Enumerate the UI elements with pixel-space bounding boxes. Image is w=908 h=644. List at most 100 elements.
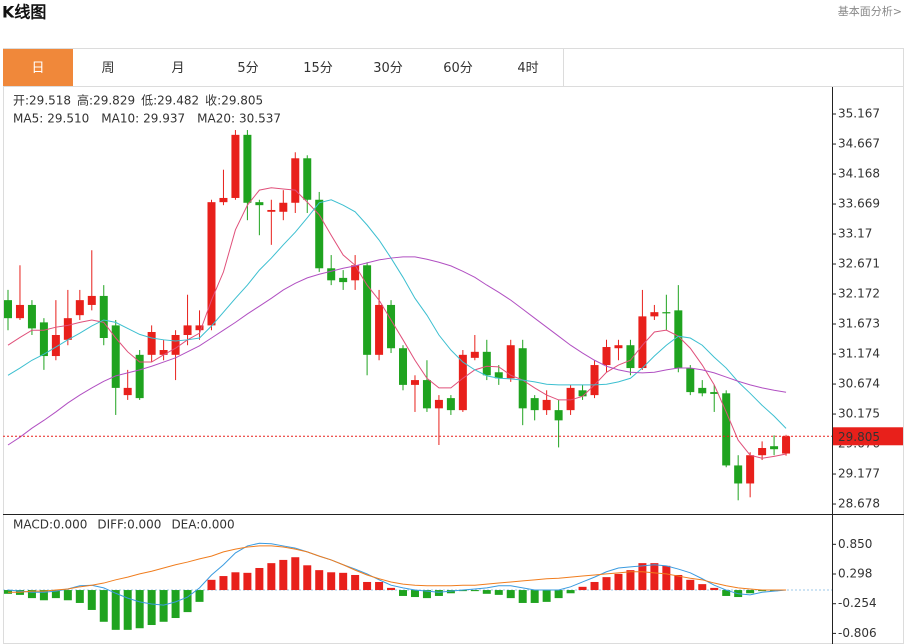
candle-body [602, 347, 611, 366]
y-tick-label: 0.298 [838, 567, 872, 581]
y-tick-label: 31.174 [838, 346, 880, 360]
macd-bar [399, 590, 408, 596]
candle-body [614, 345, 623, 349]
y-tick-label: 32.172 [838, 287, 880, 301]
macd-bar [375, 581, 384, 591]
candle-body [410, 380, 419, 385]
candle-body [111, 325, 120, 388]
macd-bar [267, 563, 276, 591]
candle-body [231, 134, 240, 198]
tab-label[interactable]: 周 [101, 61, 114, 76]
candle-body [4, 300, 12, 319]
candle-body [339, 277, 348, 283]
tab[interactable] [283, 49, 353, 86]
macd-bar [686, 579, 695, 591]
legend-name: MA20: [197, 112, 235, 126]
macd-bar [470, 590, 479, 592]
macd-bar [195, 590, 204, 602]
macd-bar [722, 590, 731, 596]
candle-body [434, 399, 443, 409]
readout-name: MACD: [13, 518, 53, 532]
candle-body [494, 372, 503, 379]
readout-value: 0.000 [200, 518, 234, 532]
macd-bar [183, 590, 192, 613]
candle-body [554, 410, 563, 421]
candle-body [399, 348, 408, 385]
macd-bar [578, 586, 587, 591]
tab-label[interactable]: 4时 [517, 61, 538, 76]
candle-body [446, 398, 455, 411]
series-line [7, 187, 787, 459]
tab[interactable] [493, 49, 563, 86]
y-tick-label: 34.667 [838, 137, 880, 151]
tab[interactable] [3, 49, 73, 86]
macd-bar [626, 570, 635, 591]
tab[interactable] [423, 49, 493, 86]
macd-bar [506, 590, 515, 599]
series-line [7, 542, 787, 606]
y-tick-label: 29.177 [838, 467, 880, 481]
candle-body [530, 398, 539, 411]
series-line [7, 256, 787, 446]
tab[interactable] [73, 49, 143, 86]
macd-bar [494, 590, 503, 595]
macd-bar [387, 587, 396, 591]
candle-body [267, 209, 276, 212]
candle-body [542, 399, 551, 411]
tab[interactable] [353, 49, 423, 86]
candle-body [638, 316, 647, 369]
macd-bar [147, 590, 156, 626]
macd-bar [339, 572, 348, 591]
macd-bar [39, 590, 48, 601]
macd-bar [530, 590, 539, 603]
macd-bar [554, 590, 563, 599]
tab[interactable] [143, 49, 213, 86]
macd-bar [279, 559, 288, 591]
readout-value: 0.000 [127, 518, 161, 532]
macd-bar [590, 581, 599, 591]
readout-name: 收: [205, 94, 221, 108]
candle-body [734, 465, 743, 484]
readout-name: 开: [13, 94, 29, 108]
tab-label[interactable]: 30分 [373, 61, 403, 76]
macd-bar [410, 590, 419, 598]
candle-body [315, 199, 324, 269]
candle-body [375, 304, 384, 355]
candle-body [458, 354, 467, 411]
candle-body [147, 331, 156, 355]
macd-bar [638, 563, 647, 591]
tab-label[interactable]: 5分 [237, 61, 258, 76]
y-tick-label: 33.17 [838, 227, 872, 241]
macd-bar [363, 581, 372, 591]
macd-bar [315, 570, 324, 591]
readout-name: DEA: [171, 518, 200, 532]
fundamentals-link[interactable]: 基本面分析> [838, 4, 902, 18]
tab-label[interactable]: 日 [31, 61, 44, 76]
tab-label[interactable]: 15分 [303, 61, 333, 76]
macd-bar [542, 590, 551, 602]
readout-value: 29.829 [93, 94, 135, 108]
series-line [8, 545, 787, 593]
macd-bar [698, 584, 707, 591]
candle-body [207, 202, 216, 326]
y-tick-label: 31.673 [838, 317, 880, 331]
candle-body [782, 436, 791, 454]
tab[interactable] [213, 49, 283, 86]
candle-body [75, 300, 84, 316]
candle-body [219, 197, 228, 203]
tab-label[interactable]: 月 [171, 61, 184, 76]
macd-bar [291, 557, 300, 591]
candle-body [99, 295, 108, 339]
macd-bar [207, 579, 216, 591]
candle-body [590, 365, 599, 396]
candle-body [674, 310, 683, 369]
macd-bar [219, 576, 228, 591]
tab-bar: 日 周 月 5分 15分 30分 60分 4时 [3, 49, 564, 86]
macd-bar [111, 590, 120, 630]
tab-label[interactable]: 60分 [443, 61, 473, 76]
legend-name: MA10: [101, 112, 139, 126]
candle-body [518, 348, 527, 409]
candle-body [87, 295, 96, 305]
candle-body [183, 325, 192, 336]
